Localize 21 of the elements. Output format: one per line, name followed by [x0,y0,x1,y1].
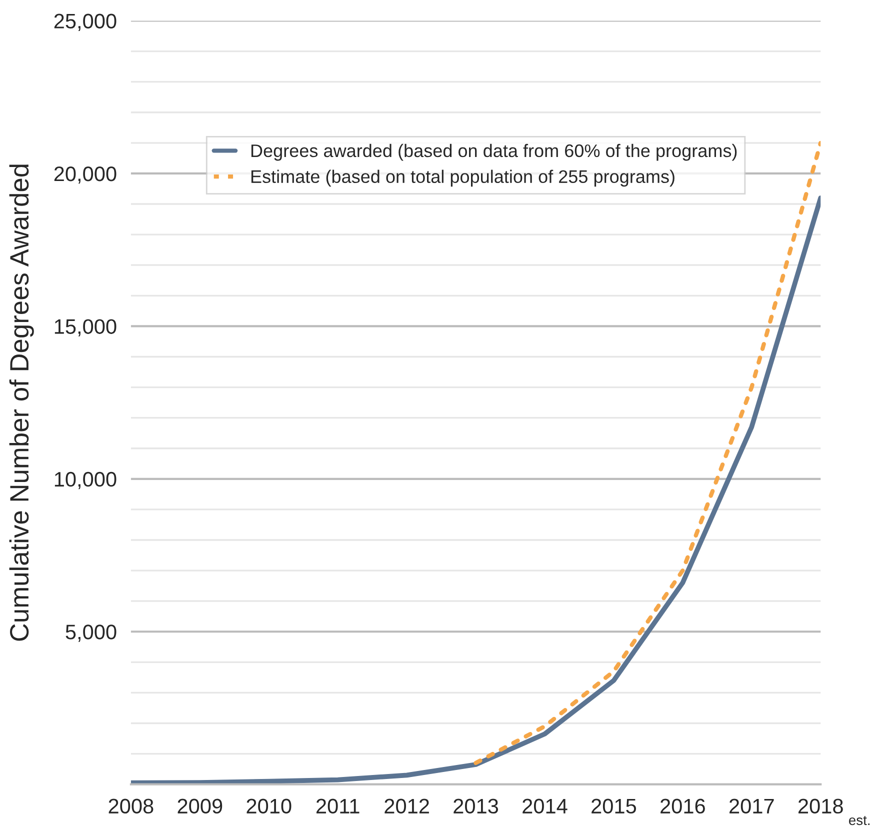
x-tick-label: 2013 [454,798,498,814]
x-tick-label: 2010 [246,798,292,814]
line-series [130,195,821,784]
y-tick-label: 5,000 [66,624,116,642]
x-tick-label: 2016 [660,798,705,814]
y-tick-label: 10,000 [54,472,116,490]
text: est. [848,816,870,826]
y-tick-label: 25,000 [54,14,116,31]
x-tick-label: 2008 [108,798,154,814]
x-tick-label: 2014 [522,798,568,814]
x-tick-label: 2015 [592,798,636,814]
y-tick-label: 15,000 [54,319,116,336]
x-tick-label: 2018 [798,798,843,814]
x-tick-label: 2011 [316,798,360,814]
y-axis-title: Cumulative Number of Degrees Awarded [9,164,34,641]
legend-label: Degrees awarded (based on data from 60% of the programs) [251,144,737,161]
legend-label: Estimate (based on total population of 255 programs) [251,170,674,187]
x-tick-label: 2012 [384,798,429,814]
x-tick-label: 2017 [730,798,774,814]
y-tick-label: 20,000 [54,166,116,184]
x-tick-label: 2009 [178,798,222,814]
